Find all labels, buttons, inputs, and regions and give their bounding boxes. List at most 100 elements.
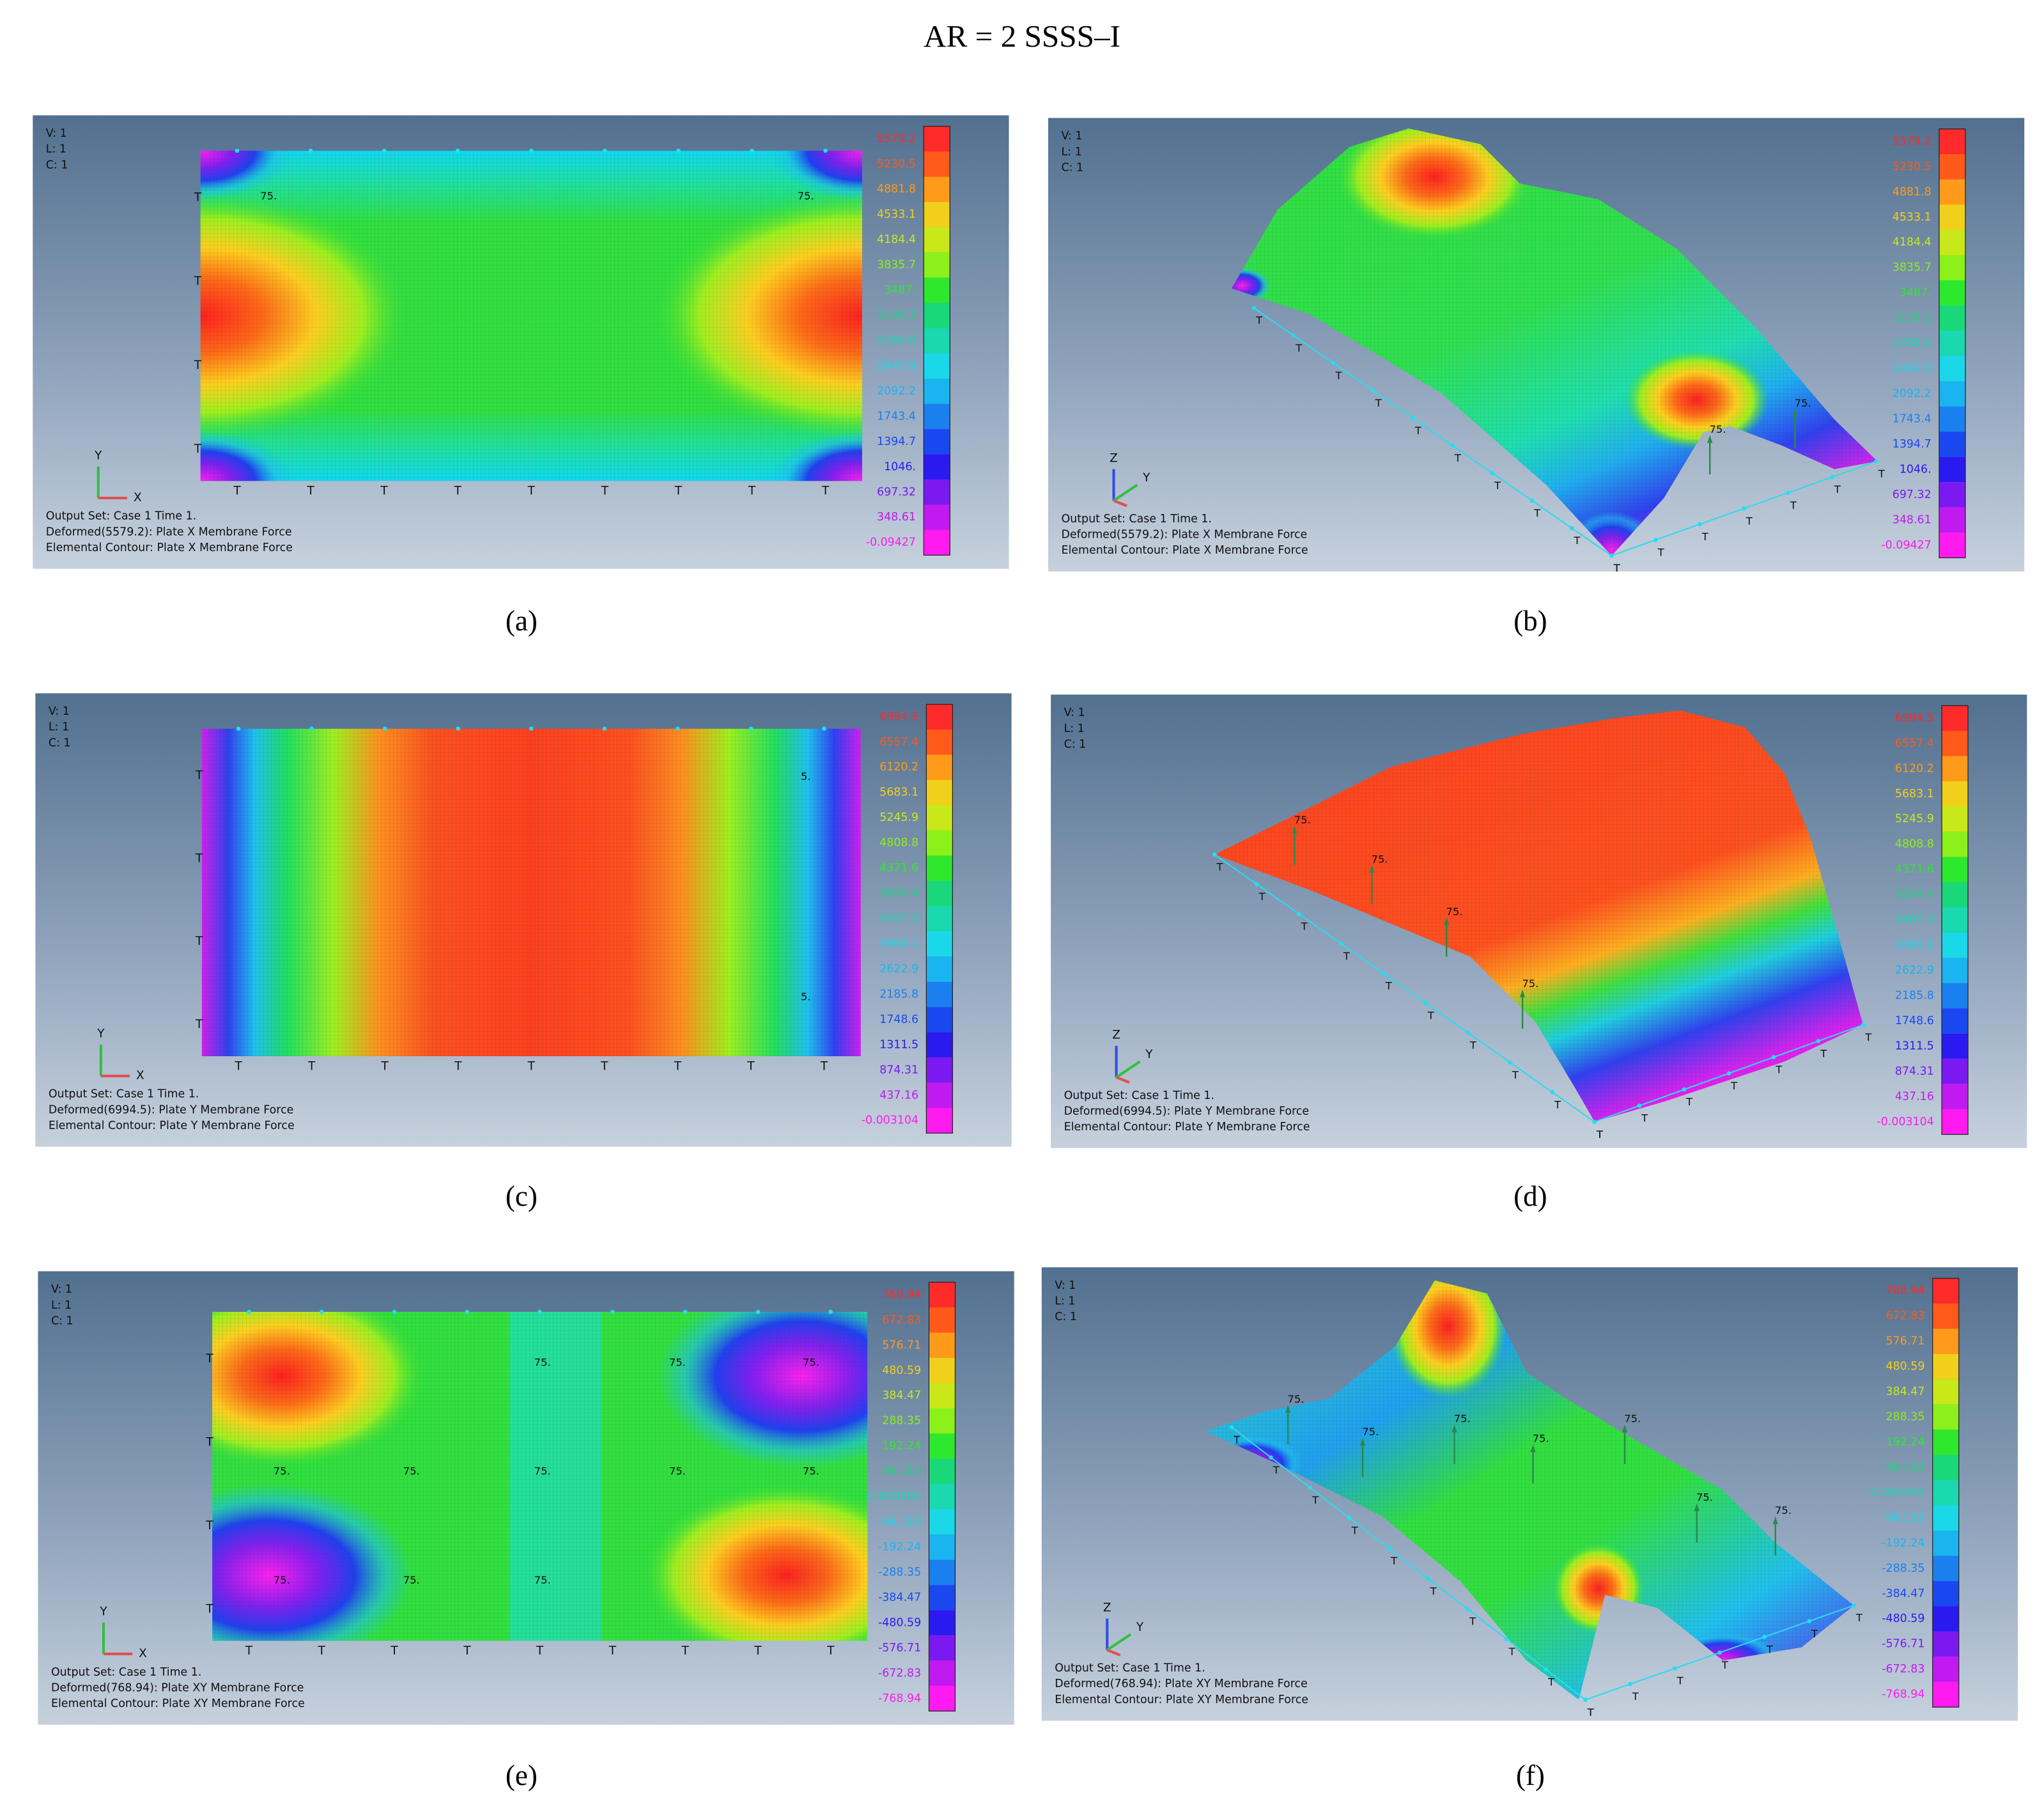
output-info: Deformed(768.94): Plate XY Membrane Forc… — [51, 1681, 304, 1694]
legend-label: 1748.6 — [879, 1013, 918, 1026]
node — [1698, 522, 1702, 527]
axis-label: Z — [1110, 451, 1118, 465]
annotation: T — [454, 485, 462, 498]
legend-label: 384.47 — [1886, 1385, 1925, 1398]
panel: 5. 5. T T T T T T T T T T T T T V: 1 L: 1 C: 1 6994.5 6557.… — [35, 693, 1012, 1147]
legend-swatch — [1939, 305, 1965, 331]
annotation: 75. — [1454, 1413, 1471, 1425]
output-info: Output Set: Case 1 Time 1. — [1061, 513, 1211, 526]
legend-label: -480.59 — [878, 1616, 921, 1629]
contour — [212, 1312, 868, 1641]
legend-swatch — [924, 328, 950, 354]
legend-swatch — [1942, 806, 1969, 832]
annotation: T — [1596, 1128, 1604, 1141]
annotation: 75. — [798, 190, 814, 202]
legend-swatch — [1939, 331, 1965, 356]
legend-swatch — [1939, 406, 1965, 432]
node — [603, 148, 607, 153]
node — [1426, 1577, 1430, 1581]
legend-label: 5230.5 — [877, 158, 916, 171]
legend-swatch — [929, 1610, 956, 1636]
node — [1717, 1650, 1722, 1655]
legend-swatch — [929, 1307, 956, 1333]
legend-label: -576.71 — [1882, 1638, 1924, 1651]
annotation: T — [195, 769, 203, 783]
legend-label: 3060.1 — [879, 937, 918, 950]
legend-label: 4808.8 — [1895, 838, 1934, 851]
legend-label: 192.24 — [882, 1440, 921, 1452]
arrow-head — [1622, 1424, 1628, 1433]
annotation: T — [1233, 1433, 1241, 1445]
legend-label: 4371.6 — [1895, 863, 1934, 876]
legend-label: 1046. — [884, 460, 916, 473]
node — [748, 726, 754, 731]
caption: (b) — [1514, 605, 1547, 637]
legend-swatch — [924, 252, 950, 278]
annotation: T — [233, 485, 241, 498]
legend-label: 2185.8 — [879, 988, 918, 1001]
annotation: 75. — [403, 1465, 420, 1477]
annotation: T — [1613, 562, 1621, 574]
axis-label: Z — [1112, 1028, 1120, 1041]
legend-swatch — [1932, 1530, 1959, 1556]
annotation: T — [1685, 1096, 1693, 1108]
axis-label: Y — [1136, 1621, 1144, 1634]
node — [1682, 1087, 1687, 1092]
legend-label: -96.118 — [878, 1516, 921, 1529]
legend-label: -768.94 — [878, 1692, 921, 1705]
annotation: T — [1721, 1659, 1729, 1671]
axis-label: Z — [1103, 1601, 1111, 1614]
annotation: T — [1790, 499, 1797, 511]
legend-swatch — [1942, 983, 1969, 1009]
annotation: T — [194, 359, 202, 372]
node — [529, 148, 534, 153]
annotation: 75. — [274, 1465, 290, 1477]
legend-swatch — [1939, 432, 1965, 457]
annotation: T — [1385, 979, 1393, 992]
output-info: Output Set: Case 1 Time 1. — [1055, 1662, 1205, 1675]
annotation: T — [205, 1435, 213, 1449]
legend-swatch — [924, 126, 950, 152]
legend-label: 3487. — [1900, 286, 1932, 299]
legend-label: 2440.9 — [1893, 362, 1932, 375]
legend-label: 768.94 — [1886, 1284, 1925, 1297]
legend-label: -0.003104 — [1877, 1116, 1933, 1128]
legend-swatch — [929, 1635, 956, 1661]
axis-arrow — [1115, 1060, 1141, 1079]
annotation: T — [1301, 921, 1308, 933]
node — [755, 1309, 761, 1314]
node — [1505, 1637, 1509, 1642]
legend-label: 6120.2 — [879, 761, 918, 774]
annotation: T — [1613, 562, 1621, 574]
annotation: T — [1811, 1628, 1818, 1640]
node — [1852, 1603, 1857, 1608]
legend-swatch — [1939, 205, 1965, 230]
annotation: T — [245, 1644, 253, 1658]
annotation: T — [205, 1352, 213, 1366]
axis-arrow — [1106, 1649, 1121, 1657]
node — [1465, 1607, 1470, 1611]
legend-swatch — [1942, 1109, 1969, 1135]
legend-label: 1046. — [1900, 463, 1932, 476]
annotation: T — [674, 485, 683, 498]
annotation: 75. — [534, 1574, 551, 1586]
legend-swatch — [1942, 1084, 1969, 1110]
annotation: 75. — [1696, 1491, 1713, 1504]
legend-swatch — [926, 855, 953, 881]
node — [1816, 1039, 1821, 1043]
legend-label: 6994.5 — [879, 710, 918, 723]
legend-label: 4533.1 — [877, 208, 916, 221]
caption: (e) — [506, 1759, 538, 1791]
node — [1637, 1103, 1642, 1108]
legend-swatch — [926, 981, 953, 1008]
legend-swatch — [1942, 705, 1969, 731]
annotation: T — [608, 1644, 617, 1658]
annotation: 75. — [669, 1356, 686, 1368]
legend-label: -0.000202 — [1868, 1486, 1924, 1499]
legend-swatch — [929, 1509, 956, 1535]
legend-swatch — [1939, 533, 1965, 558]
legend-label: 348.61 — [1893, 513, 1932, 526]
annotation: T — [1587, 1706, 1595, 1718]
node — [1450, 443, 1455, 448]
